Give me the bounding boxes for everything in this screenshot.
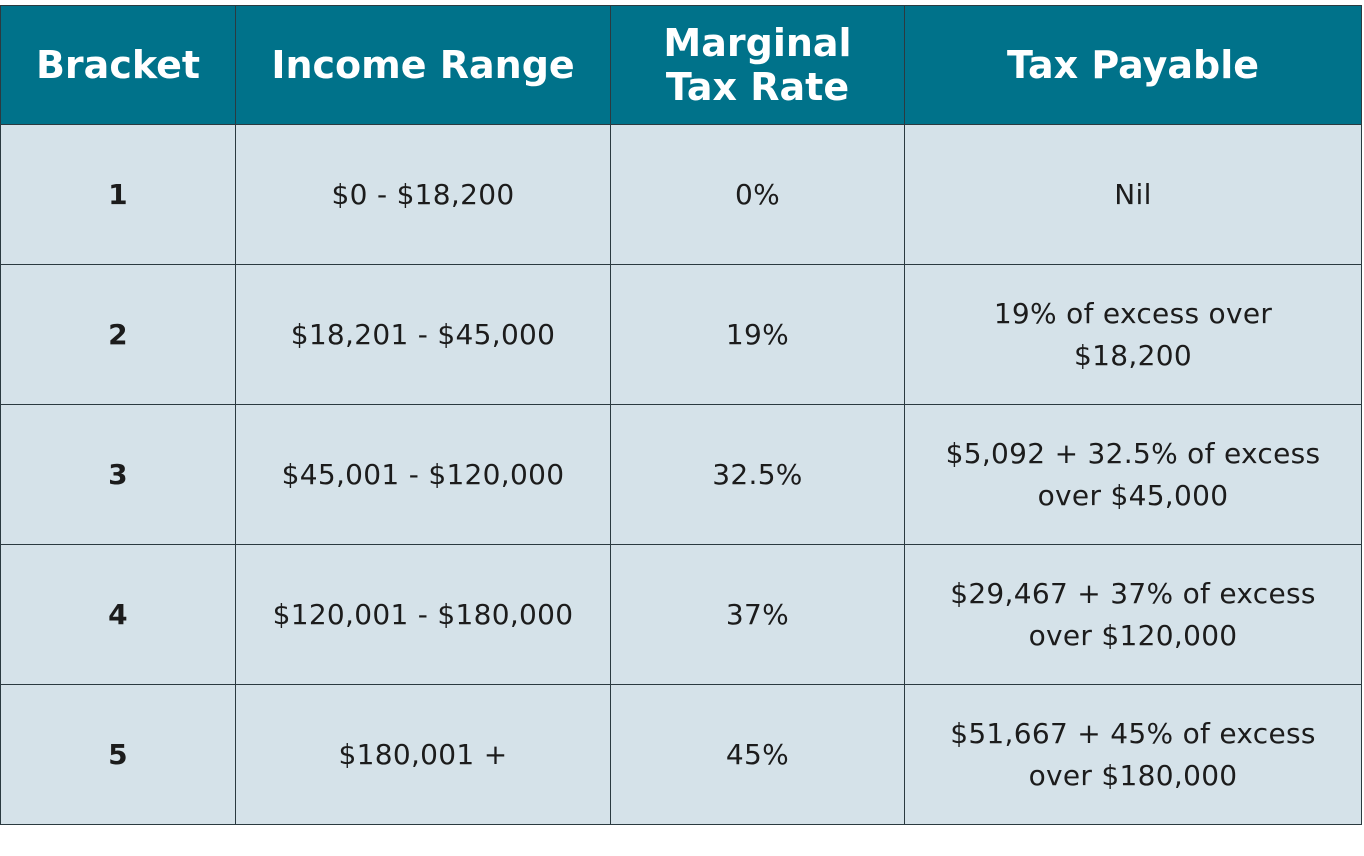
tax-table: Bracket Income Range Marginal Tax Rate Tax …: [0, 5, 1362, 825]
table-cell: 5: [0, 684, 236, 825]
header-cell: Marginal Tax Rate: [610, 5, 905, 125]
table-row: 2 $18,201 - $45,000 19% 19% of excess over …: [0, 264, 1362, 405]
header-cell: Tax Payable: [904, 5, 1362, 125]
table-cell: $29,467 + 37% of excess over $120,000: [904, 544, 1362, 685]
table-cell: 4: [0, 544, 236, 685]
header-row: Bracket Income Range Marginal Tax Rate Tax …: [0, 5, 1362, 125]
table-cell: $45,001 - $120,000: [235, 404, 611, 545]
table-cell: $51,667 + 45% of excess over $180,000: [904, 684, 1362, 825]
table-cell: 19% of excess over $18,200: [904, 264, 1362, 405]
table-cell: 2: [0, 264, 236, 405]
table-row: 5 $180,001 +45% $51,667 + 45% of excess ov…: [0, 684, 1362, 825]
table-cell: 3: [0, 404, 236, 545]
table-row: 3 $45,001 - $120,000 32.5% $5,092 + 32.5% o…: [0, 404, 1362, 545]
table-cell: 32.5%: [610, 404, 905, 545]
table-cell: $120,001 - $180,000: [235, 544, 611, 685]
table-cell: 37%: [610, 544, 905, 685]
table-cell: $0 - $18,200: [235, 124, 611, 265]
table-cell: $5,092 + 32.5% of excess over $45,000: [904, 404, 1362, 545]
table-cell: Nil: [904, 124, 1362, 265]
table-body: 1 $0 - $18,200 0% Nil 2 $18,201 - $45,000 19% 1…: [0, 124, 1362, 825]
table-cell: 19%: [610, 264, 905, 405]
table-cell: 0%: [610, 124, 905, 265]
table-cell: 45%: [610, 684, 905, 825]
header-cell: Bracket: [0, 5, 236, 125]
table-cell: $18,201 - $45,000: [235, 264, 611, 405]
table-cell: 1: [0, 124, 236, 265]
table-cell: $180,001 +: [235, 684, 611, 825]
table-row: 1 $0 - $18,200 0% Nil: [0, 124, 1362, 265]
table-row: 4 $120,001 - $180,000 37% $29,467 + 37% of …: [0, 544, 1362, 685]
header-cell: Income Range: [235, 5, 611, 125]
